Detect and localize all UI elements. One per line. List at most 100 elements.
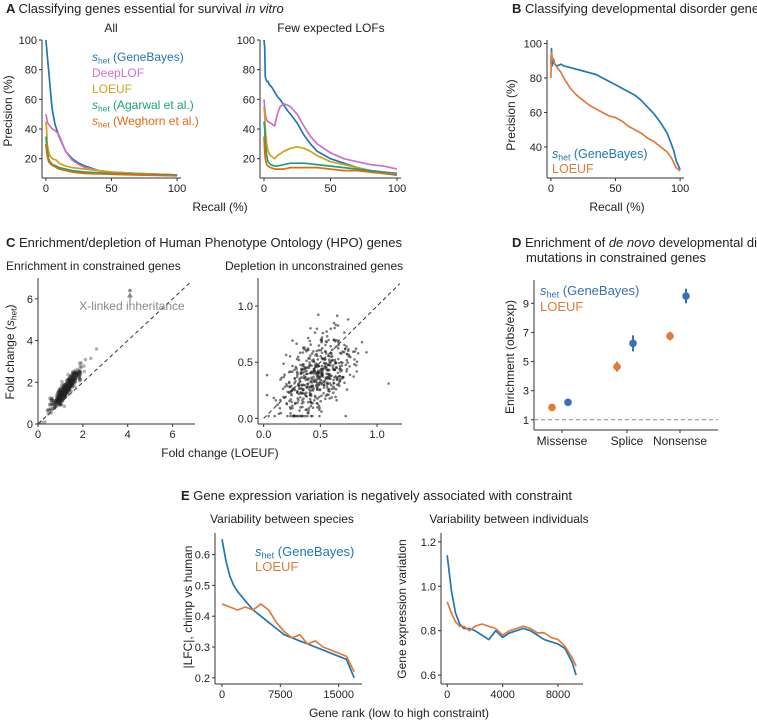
panel-c1-point xyxy=(58,392,62,397)
panel-d-point-genebayes xyxy=(629,339,637,348)
panel-c1-point xyxy=(59,391,64,396)
panel-c2-point xyxy=(293,368,296,372)
panel-c2-point xyxy=(338,375,342,378)
panel-c2-point xyxy=(337,343,340,347)
panel-c1-point xyxy=(69,389,73,394)
panel-c1-point xyxy=(75,372,80,376)
panel-c2-point xyxy=(320,338,323,342)
panel-c1-point xyxy=(57,388,61,393)
panel-e1-y-tick-label: 0.4 xyxy=(195,611,210,623)
panel-c-ylabel-part: het xyxy=(9,308,19,320)
panel-c1-point xyxy=(61,389,66,394)
panel-c1-point xyxy=(67,385,71,389)
panel-c1-point xyxy=(73,368,77,373)
panel-a-legend-item-part: s xyxy=(92,98,98,112)
panel-c2-point xyxy=(308,385,312,389)
panel-c1-point xyxy=(64,384,69,389)
panel-c1-point xyxy=(70,381,75,385)
panel-c1-point xyxy=(64,385,69,389)
panel-c1-point xyxy=(78,371,82,375)
panel-c1-point xyxy=(52,406,57,410)
panel-c1-point xyxy=(63,391,68,395)
panel-c1-point xyxy=(68,382,73,387)
panel-c1-point xyxy=(63,392,67,397)
panel-c1-point xyxy=(69,379,74,384)
panel-c1-point xyxy=(68,382,73,387)
panel-c1-point xyxy=(55,397,60,401)
panel-e1-y-tick-label: 0.3 xyxy=(195,642,210,654)
panel-c2-point xyxy=(297,398,300,402)
panel-c2-point xyxy=(337,347,340,350)
panel-c2-point xyxy=(320,351,324,355)
panel-c2-point xyxy=(307,357,310,360)
panel-c2-point xyxy=(316,365,319,369)
panel-c1-point xyxy=(70,379,74,383)
panel-c-ylabel-part: s xyxy=(3,320,17,326)
panel-c-title-part: Enrichment/depletion of Human Phenotype … xyxy=(19,235,402,250)
panel-c1-point xyxy=(69,383,74,387)
panel-c1-point xyxy=(60,391,65,396)
panel-c2-point xyxy=(309,371,313,375)
panel-c-ylabel: Fold change (shet) xyxy=(3,304,19,399)
panel-c1-point xyxy=(62,391,67,395)
panel-c1-point xyxy=(67,380,71,384)
panel-c1-point xyxy=(66,381,71,386)
panel-c1-point xyxy=(56,395,60,399)
panel-c1-point xyxy=(61,391,66,396)
panel-e1-legend-item-part: het xyxy=(262,551,275,561)
panel-c2-point xyxy=(308,339,312,343)
panel-c2-point xyxy=(316,371,320,374)
panel-a-title-part: Classifying genes essential for survival xyxy=(19,1,246,16)
panel-c1-point xyxy=(59,390,63,395)
panel-c1-point xyxy=(64,389,69,393)
panel-c2-point xyxy=(319,399,322,403)
panel-c1-point xyxy=(57,395,61,399)
panel-c1-point xyxy=(66,386,71,390)
panel-c2-point xyxy=(325,385,329,388)
panel-c1-point xyxy=(57,402,62,407)
panel-c1-point xyxy=(59,396,63,401)
panel-c2-point xyxy=(312,350,315,353)
panel-c2-point xyxy=(318,388,322,391)
panel-c1-point xyxy=(62,388,67,393)
panel-c1-point xyxy=(60,390,65,395)
panel-c2-point xyxy=(325,340,329,344)
panel-c1-point xyxy=(66,372,70,377)
panel-b-x-tick-label: 50 xyxy=(609,183,621,195)
panel-c1-point xyxy=(63,384,68,389)
panel-c2-point xyxy=(311,389,315,392)
panel-c1-point xyxy=(66,384,71,389)
panel-c1-point xyxy=(78,370,82,374)
panel-a-title-part: A xyxy=(6,1,19,16)
panel-c1-point xyxy=(54,399,58,403)
panel-c1-point xyxy=(69,374,73,378)
panel-e1-subtitle: Variability between species xyxy=(210,512,354,526)
panel-c1-point xyxy=(64,383,69,387)
panel-c2-point xyxy=(293,377,297,380)
panel-c2-point xyxy=(296,355,300,359)
panel-c2-point xyxy=(291,370,294,374)
panel-c1-point xyxy=(63,393,67,398)
panel-c1-point xyxy=(56,397,61,402)
panel-a-legend-item: shet (Weghorn et al.) xyxy=(92,114,199,130)
panel-c1-point xyxy=(61,390,66,395)
panel-c1-point xyxy=(77,378,82,383)
panel-b-y-tick-label: 60 xyxy=(530,107,542,119)
panel-c1-point xyxy=(60,389,65,394)
panel-a2-series-loeuf xyxy=(263,106,398,175)
panel-c2-point xyxy=(300,387,303,390)
panel-c2-point xyxy=(308,364,311,367)
panel-c2-point xyxy=(337,357,340,361)
panel-a1-x-tick-label: 50 xyxy=(105,183,117,195)
panel-c1-point xyxy=(65,383,69,388)
panel-c1-point xyxy=(66,387,70,392)
panel-c1-point xyxy=(68,378,72,383)
panel-c1-point xyxy=(72,378,76,383)
panel-c1-point xyxy=(70,381,74,385)
panel-c1-annot-point xyxy=(128,288,132,293)
panel-c2-point xyxy=(326,363,330,367)
panel-c2-point xyxy=(306,382,310,386)
panel-c2-point xyxy=(302,374,306,377)
panel-c1-point xyxy=(61,389,65,394)
panel-c2-point xyxy=(303,392,306,395)
